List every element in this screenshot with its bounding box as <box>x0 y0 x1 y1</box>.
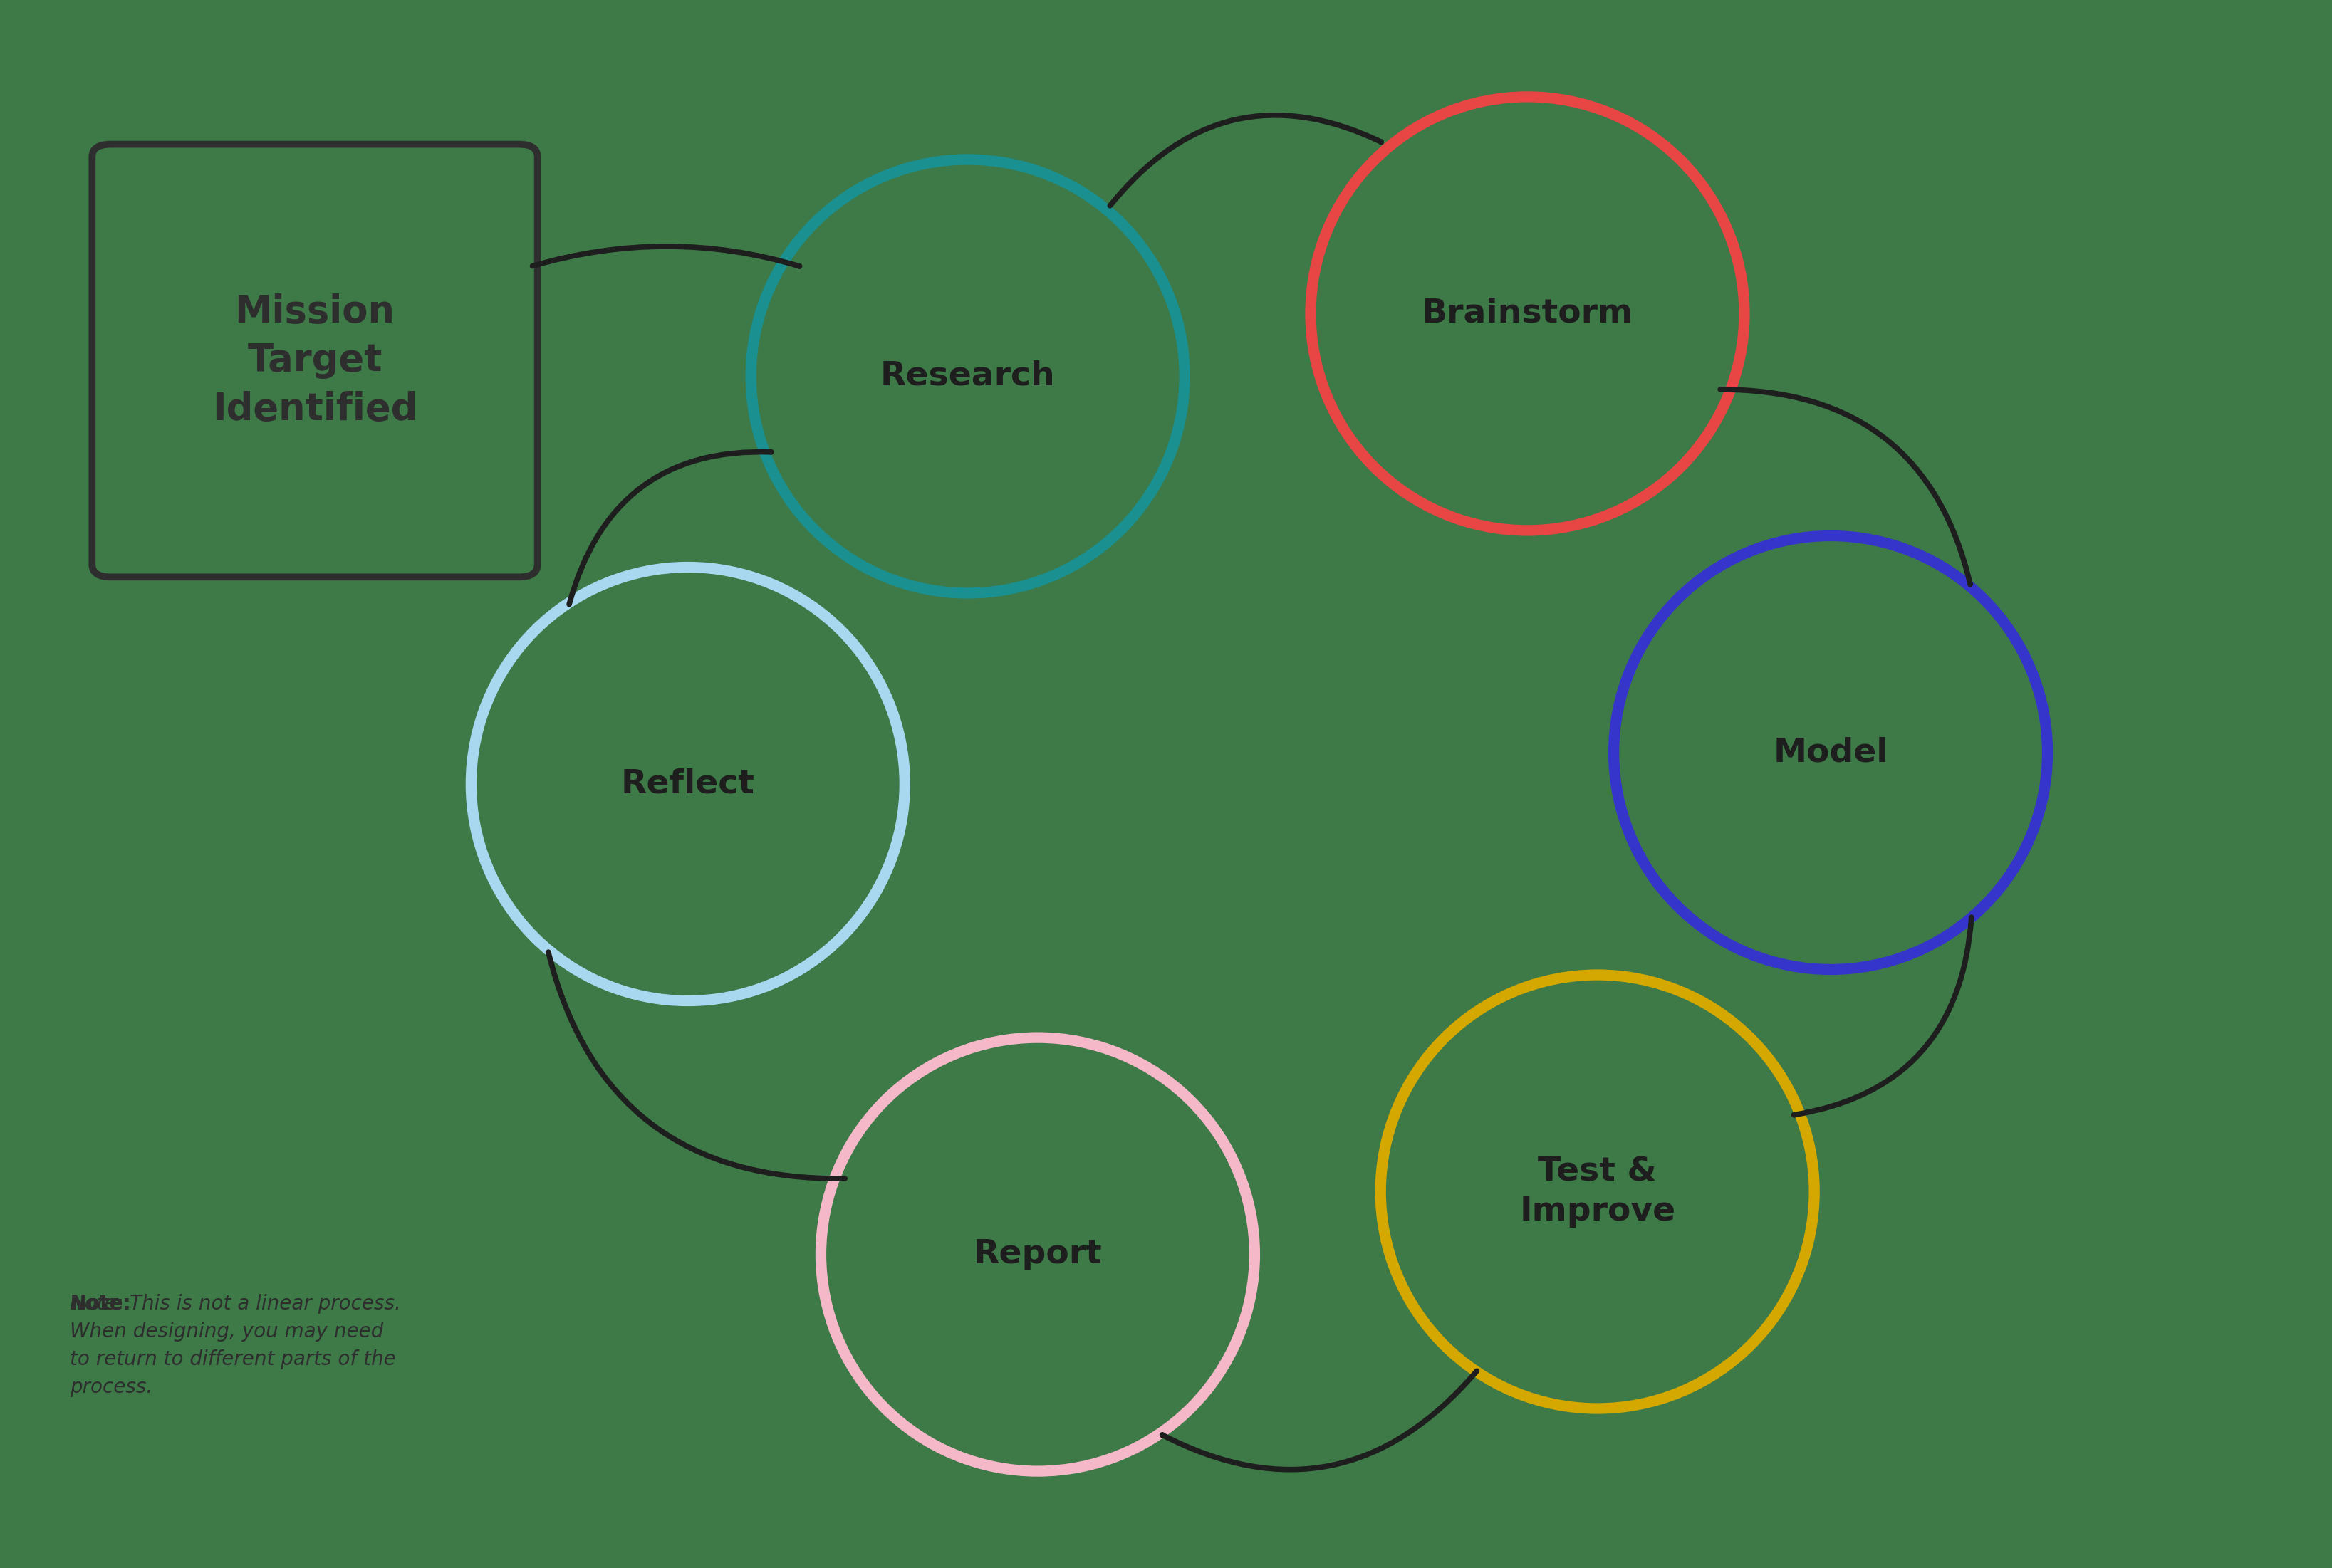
Text: Note: This is not a linear process.
When designing, you may need
to return to di: Note: This is not a linear process. When… <box>70 1294 401 1397</box>
Text: Test &
Improve: Test & Improve <box>1520 1156 1674 1228</box>
Text: Report: Report <box>972 1239 1103 1270</box>
Text: Brainstorm: Brainstorm <box>1423 298 1632 329</box>
Text: Research: Research <box>879 361 1056 392</box>
Text: Model: Model <box>1772 737 1889 768</box>
FancyBboxPatch shape <box>93 144 536 577</box>
Text: Note:: Note: <box>70 1294 131 1314</box>
Text: Reflect: Reflect <box>620 768 756 800</box>
Text: Note:: Note: <box>70 1294 131 1314</box>
Text: Mission
Target
Identified: Mission Target Identified <box>212 293 417 428</box>
